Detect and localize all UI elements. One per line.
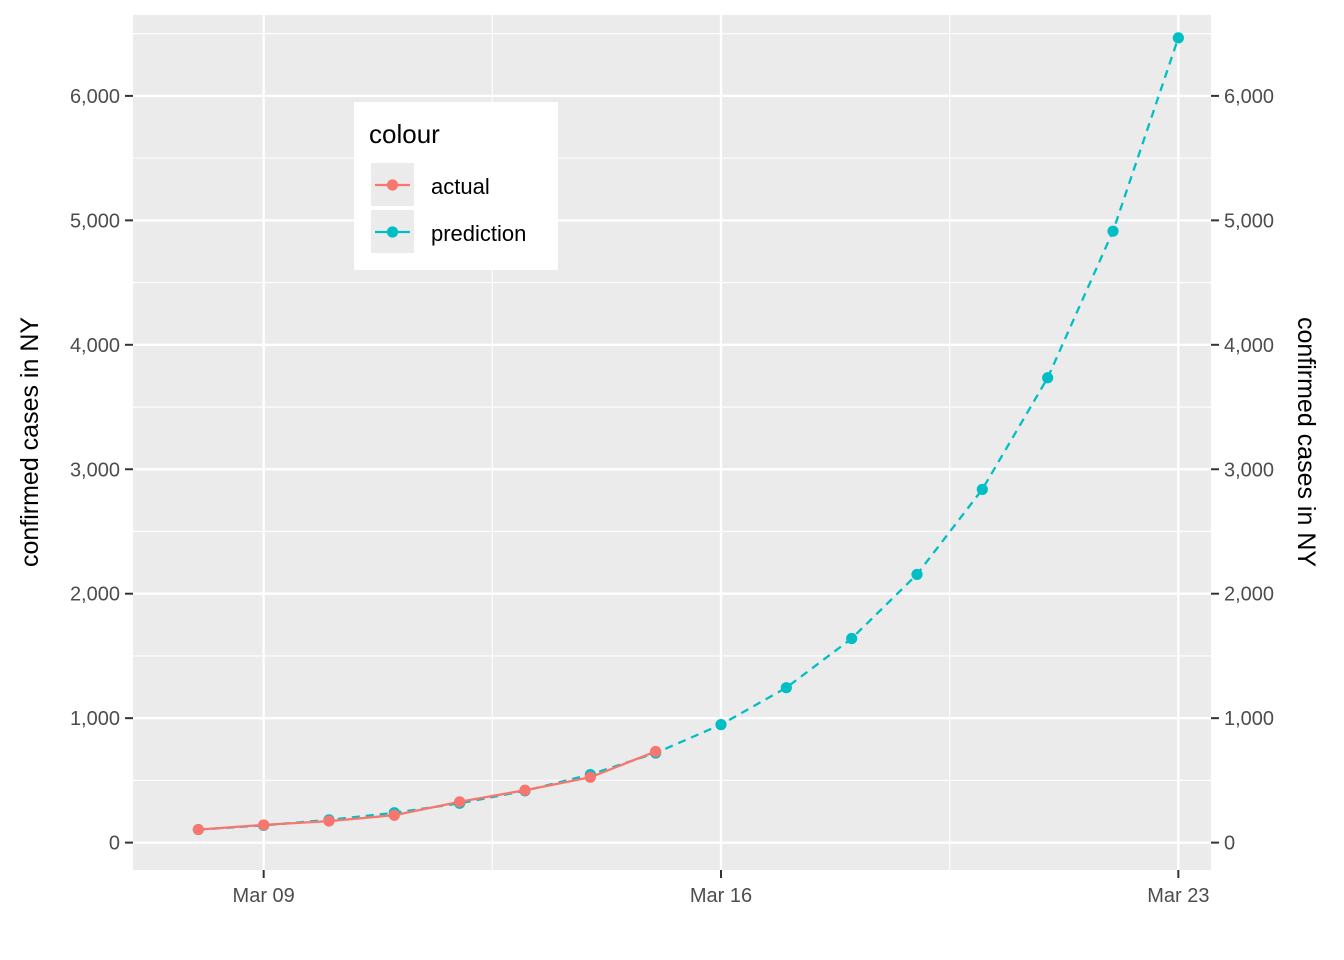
y-tick-label-left: 0 [109,833,120,855]
data-point-prediction [1042,372,1054,384]
y-tick-label-right: 6,000 [1224,86,1274,108]
data-point-actual [388,809,400,821]
series-lines [198,37,1180,831]
data-point-actual [258,819,270,831]
data-point-prediction [780,682,792,694]
plot-panel [133,15,1211,870]
y-tick-label-right: 2,000 [1224,584,1274,606]
major-gridlines [133,15,1211,870]
x-axis: Mar 09 Mar 16 Mar 23 [233,870,1209,907]
data-point-prediction [1172,32,1184,44]
y-axis-title-right: confirmed cases in NY [1292,317,1320,567]
y-tick-label-left: 4,000 [70,335,120,357]
data-point-actual [650,745,662,758]
series-line-prediction [198,37,1180,831]
y-axis-title-left: confirmed cases in NY [16,317,44,567]
y-tick-label-right: 0 [1224,833,1235,855]
series-points [192,32,1184,836]
data-point-prediction [911,568,923,581]
data-point-actual [454,796,466,808]
legend-entry-prediction: prediction [371,210,526,253]
data-point-prediction [1107,225,1119,237]
x-tick-label: Mar 16 [690,885,752,907]
data-point-actual [192,823,204,836]
y-axis-left: 0 1,000 2,000 3,000 4,000 5,000 6,000 [70,86,133,855]
x-tick-label: Mar 09 [233,885,295,907]
y-tick-label-left: 1,000 [70,708,120,730]
y-tick-label-left: 2,000 [70,584,120,606]
y-tick-label-right: 5,000 [1224,210,1274,232]
legend-label-prediction: prediction [431,221,526,246]
y-tick-label-left: 5,000 [70,210,120,232]
x-tick-label: Mar 23 [1147,885,1209,907]
legend-key-prediction-point [386,226,399,238]
y-tick-label-right: 1,000 [1224,708,1274,730]
data-point-actual [323,815,335,827]
legend: colour actual prediction [354,102,558,270]
y-tick-label-left: 3,000 [70,459,120,481]
minor-gridlines [133,15,1211,870]
data-point-prediction [976,483,988,496]
legend-label-actual: actual [431,174,490,199]
data-point-prediction [715,719,727,731]
y-tick-label-right: 4,000 [1224,335,1274,357]
legend-entry-actual: actual [371,163,490,206]
y-axis-right: 0 1,000 2,000 3,000 4,000 5,000 6,000 [1211,86,1274,855]
data-point-actual [584,771,596,783]
y-tick-label-left: 6,000 [70,86,120,108]
legend-title: colour [369,119,440,149]
data-point-actual [519,784,531,796]
series-line-actual [198,750,657,831]
y-tick-label-right: 3,000 [1224,459,1274,481]
legend-key-actual-point [386,179,399,191]
data-point-prediction [846,632,858,645]
